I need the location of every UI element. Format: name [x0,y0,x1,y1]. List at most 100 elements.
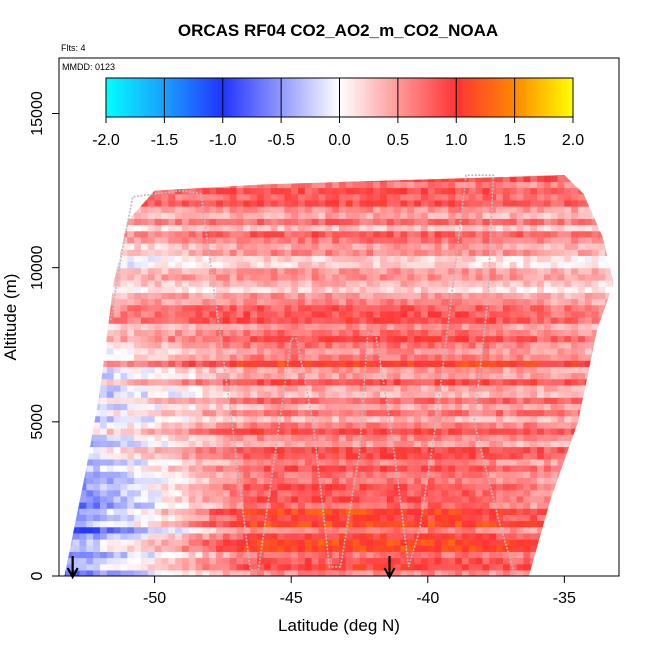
heatmap-cell [161,249,168,256]
heatmap-cell [592,379,599,386]
heatmap-cell [196,558,203,565]
heatmap-cell [469,533,476,540]
heatmap-cell [284,366,291,373]
heatmap-cell [284,558,291,565]
heatmap-cell [380,206,387,213]
heatmap-cell [359,280,366,287]
heatmap-cell [168,212,175,219]
heatmap-cell [237,249,244,256]
heatmap-cell [612,558,619,565]
heatmap-cell [414,262,421,269]
heatmap-cell [394,200,401,207]
heatmap-cell [578,527,585,534]
heatmap-cell [353,280,360,287]
heatmap-cell [107,379,114,386]
heatmap-cell [530,268,537,275]
heatmap-cell [230,545,237,552]
heatmap-cell [141,496,148,503]
heatmap-cell [325,237,332,244]
heatmap-cell [564,237,571,244]
heatmap-cell [271,268,278,275]
heatmap-cell [114,434,121,441]
heatmap-cell [585,292,592,299]
heatmap-cell [599,280,606,287]
heatmap-cell [291,262,298,269]
heatmap-cell [462,403,469,410]
heatmap-cell [209,410,216,417]
heatmap-cell [332,243,339,250]
heatmap-cell [612,385,619,392]
heatmap-cell [114,459,121,466]
heatmap-cell [182,336,189,343]
heatmap-cell [380,558,387,565]
heatmap-cell [250,428,257,435]
heatmap-cell [230,249,237,256]
heatmap-cell [366,490,373,497]
heatmap-cell [605,225,612,232]
heatmap-cell [359,243,366,250]
heatmap-cell [359,237,366,244]
heatmap-cell [79,373,86,380]
heatmap-cell [141,212,148,219]
heatmap-cell [148,459,155,466]
heatmap-cell [237,237,244,244]
heatmap-cell [353,200,360,207]
heatmap-cell [503,484,510,491]
heatmap-cell [517,453,524,460]
heatmap-cell [291,391,298,398]
heatmap-cell [489,410,496,417]
heatmap-cell [373,379,380,386]
heatmap-cell [551,434,558,441]
heatmap-cell [523,299,530,306]
heatmap-cell [202,262,209,269]
heatmap-cell [503,342,510,349]
heatmap-cell [93,416,100,423]
heatmap-cell [578,410,585,417]
heatmap-cell [278,373,285,380]
heatmap-cell [517,206,524,213]
heatmap-cell [592,551,599,558]
heatmap-cell [93,268,100,275]
heatmap-cell [564,348,571,355]
heatmap-cell [517,521,524,528]
heatmap-cell [544,484,551,491]
heatmap-cell [86,218,93,225]
heatmap-cell [298,299,305,306]
heatmap-cell [305,305,312,312]
heatmap-cell [230,317,237,324]
heatmap-cell [400,305,407,312]
heatmap-cell [510,292,517,299]
heatmap-cell [462,274,469,281]
heatmap-cell [448,558,455,565]
heatmap-cell [421,317,428,324]
heatmap-cell [496,410,503,417]
heatmap-cell [428,527,435,534]
heatmap-cell [496,268,503,275]
heatmap-cell [571,237,578,244]
heatmap-cell [585,218,592,225]
heatmap-cell [414,385,421,392]
heatmap-cell [66,385,73,392]
heatmap-cell [558,206,565,213]
heatmap-cell [612,527,619,534]
heatmap-cell [558,403,565,410]
heatmap-cell [612,440,619,447]
heatmap-cell [537,212,544,219]
heatmap-cell [86,274,93,281]
heatmap-cell [517,385,524,392]
heatmap-cell [66,255,73,262]
heatmap-cell [264,373,271,380]
heatmap-cell [592,274,599,281]
heatmap-cell [271,305,278,312]
heatmap-cell [366,255,373,262]
heatmap-cell [503,471,510,478]
heatmap-cell [537,225,544,232]
heatmap-cell [407,225,414,232]
heatmap-cell [155,348,162,355]
heatmap-cell [373,225,380,232]
heatmap-cell [387,255,394,262]
heatmap-cell [510,225,517,232]
heatmap-cell [592,268,599,275]
heatmap-cell [332,299,339,306]
heatmap-cell [421,416,428,423]
